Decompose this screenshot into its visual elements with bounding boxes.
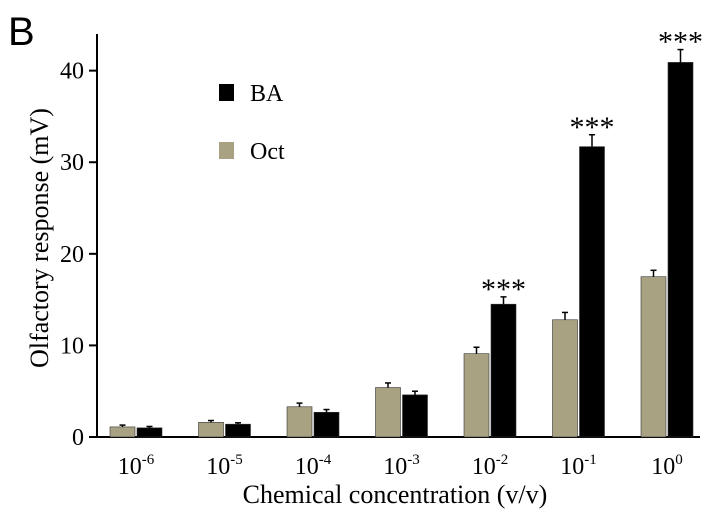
legend-label-oct: Oct: [250, 139, 285, 165]
bar-ba-2: [313, 411, 340, 438]
bar-oct-5: [552, 319, 578, 438]
y-tick-label: 30: [60, 150, 84, 176]
bar-ba-1: [225, 423, 251, 438]
x-tick-label: 10-1: [560, 452, 597, 480]
panel-label: B: [8, 10, 35, 54]
bar-oct-2: [286, 406, 313, 438]
significance-marker: ***: [481, 273, 526, 306]
bar-oct-6: [640, 276, 667, 438]
x-tick-label: 10-6: [118, 452, 155, 480]
y-axis-title: Olfactory response (mV): [25, 108, 54, 368]
bar-oct-3: [375, 387, 401, 438]
legend-swatch-oct: [219, 142, 234, 159]
bar-oct-0: [109, 426, 136, 438]
y-tick-label: 20: [60, 242, 84, 268]
significance-marker: ***: [570, 111, 615, 144]
bar-ba-0: [136, 427, 163, 438]
y-tick-label: 10: [60, 333, 84, 359]
x-tick-label: 10-3: [383, 452, 420, 480]
plot-area: 0 10 20 30 40 10-6 10-5 10-4 10-3 10-2 10-1 100 *** *…: [60, 26, 703, 480]
y-tick-label: 0: [72, 425, 84, 451]
significance-marker: ***: [658, 26, 703, 59]
bar-ba-6: [667, 62, 694, 438]
legend-label-ba: BA: [250, 81, 284, 107]
x-axis-title: Chemical concentration (v/v): [243, 480, 548, 509]
bar-ba-5: [579, 146, 605, 438]
x-tick-label: 10-4: [295, 452, 332, 480]
bar-oct-1: [198, 422, 224, 438]
bar-ba-3: [402, 394, 428, 438]
x-tick-label: 100: [651, 452, 683, 480]
x-tick-label: 10-2: [472, 452, 509, 480]
bar-oct-4: [463, 353, 490, 438]
x-tick-label: 10-5: [206, 452, 243, 480]
legend-swatch-ba: [219, 84, 234, 101]
y-tick-label: 40: [60, 59, 84, 85]
legend: BA Oct: [219, 81, 285, 165]
bar-ba-4: [490, 303, 517, 438]
